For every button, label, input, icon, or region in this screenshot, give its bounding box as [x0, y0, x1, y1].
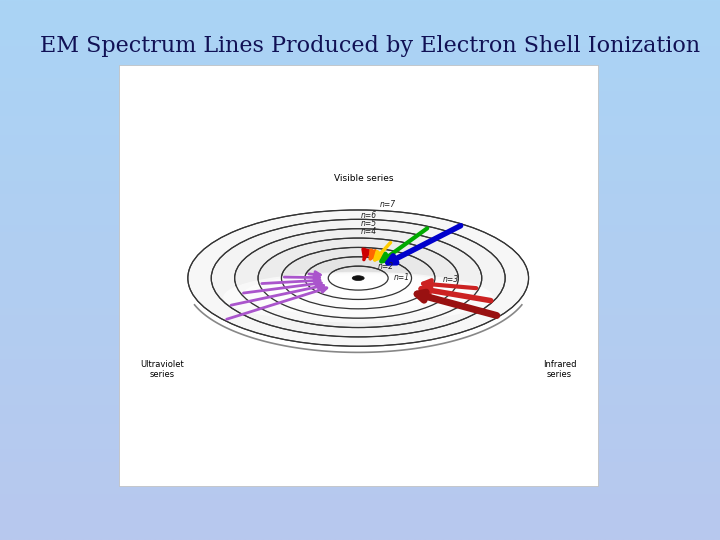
Ellipse shape — [211, 219, 505, 337]
Text: n=5: n=5 — [361, 219, 377, 228]
Ellipse shape — [303, 275, 413, 296]
Text: n=6: n=6 — [361, 211, 377, 220]
Ellipse shape — [235, 229, 482, 328]
Text: n=1: n=1 — [394, 273, 410, 281]
Ellipse shape — [323, 276, 394, 290]
Ellipse shape — [328, 266, 388, 290]
Text: n=2: n=2 — [377, 262, 393, 271]
Ellipse shape — [223, 272, 493, 322]
Text: Visible series: Visible series — [334, 174, 393, 183]
Ellipse shape — [305, 257, 412, 300]
Text: n=4: n=4 — [361, 227, 377, 237]
Bar — [119, 65, 598, 486]
Ellipse shape — [188, 210, 528, 346]
Text: Ultraviolet
series: Ultraviolet series — [140, 360, 184, 379]
Text: Infrared
series: Infrared series — [543, 360, 576, 379]
Ellipse shape — [282, 247, 435, 309]
Text: n=3: n=3 — [443, 275, 459, 284]
Ellipse shape — [263, 274, 454, 309]
Text: EM Spectrum Lines Produced by Electron Shell Ionization: EM Spectrum Lines Produced by Electron S… — [40, 35, 700, 57]
Ellipse shape — [243, 273, 473, 316]
Ellipse shape — [283, 274, 433, 303]
Ellipse shape — [352, 276, 364, 280]
Ellipse shape — [258, 238, 459, 318]
Text: n=7: n=7 — [380, 200, 396, 209]
